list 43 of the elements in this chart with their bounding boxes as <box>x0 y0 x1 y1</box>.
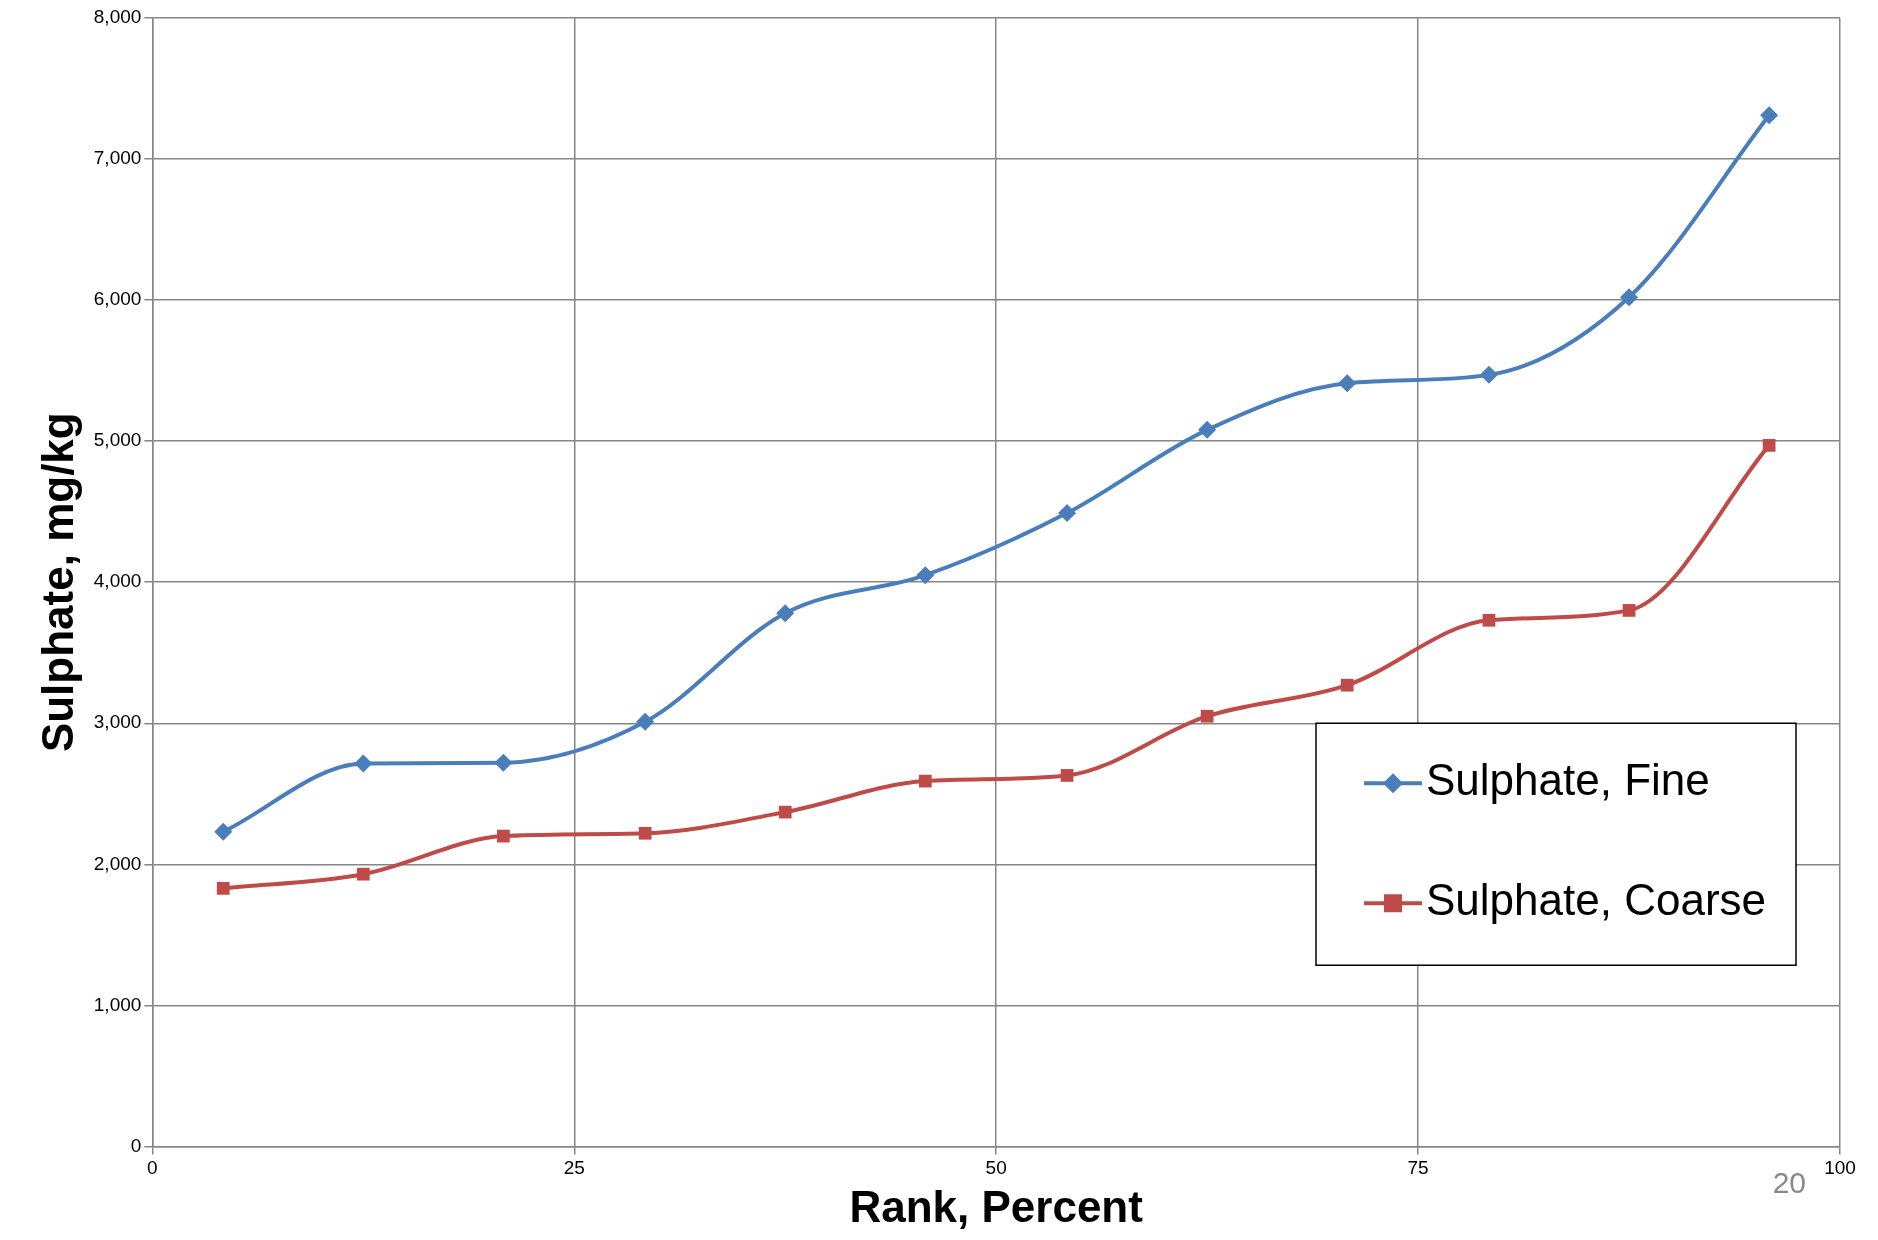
x-tick-label: 25 <box>563 1157 585 1179</box>
point <box>1058 504 1077 523</box>
y-tick-label: 7,000 <box>93 147 142 169</box>
point <box>638 826 652 840</box>
point <box>778 805 792 819</box>
point <box>1622 604 1636 617</box>
point <box>494 753 513 772</box>
point <box>354 754 373 773</box>
point <box>1482 613 1496 627</box>
point <box>356 867 370 881</box>
point <box>1762 439 1776 452</box>
point <box>918 774 932 788</box>
x-axis-title: Rank, Percent <box>849 1181 1144 1231</box>
point <box>916 566 935 585</box>
y-axis-title: Sulphate, mg/kg <box>32 412 82 753</box>
point <box>1760 106 1779 125</box>
x-tick-label: 75 <box>1407 1157 1429 1179</box>
y-tick-label: 8,000 <box>93 6 142 28</box>
point <box>497 829 510 843</box>
point <box>1060 769 1074 782</box>
y-tick-label: 2,000 <box>93 852 142 874</box>
legend-label: Sulphate, Fine <box>1426 755 1710 805</box>
point <box>1200 709 1214 723</box>
point <box>1340 678 1354 692</box>
y-tick-label: 1,000 <box>93 993 142 1015</box>
y-tick-label: 6,000 <box>93 288 142 310</box>
legend-label: Sulphate, Coarse <box>1426 875 1767 925</box>
point <box>1479 365 1498 384</box>
point <box>214 822 233 841</box>
text: 20 <box>1772 1166 1806 1200</box>
y-tick-label: 3,000 <box>93 711 142 733</box>
y-tick-label: 0 <box>130 1134 142 1156</box>
x-tick-label: 100 <box>1824 1157 1856 1179</box>
point <box>636 712 655 731</box>
point <box>1620 288 1639 307</box>
point <box>776 604 795 623</box>
point <box>216 881 230 895</box>
x-tick-label: 50 <box>985 1157 1007 1179</box>
y-tick-label: 5,000 <box>93 429 142 451</box>
point <box>1198 420 1217 439</box>
y-tick-label: 4,000 <box>93 570 142 592</box>
x-tick-label: 0 <box>147 1157 158 1179</box>
point <box>1338 374 1357 393</box>
